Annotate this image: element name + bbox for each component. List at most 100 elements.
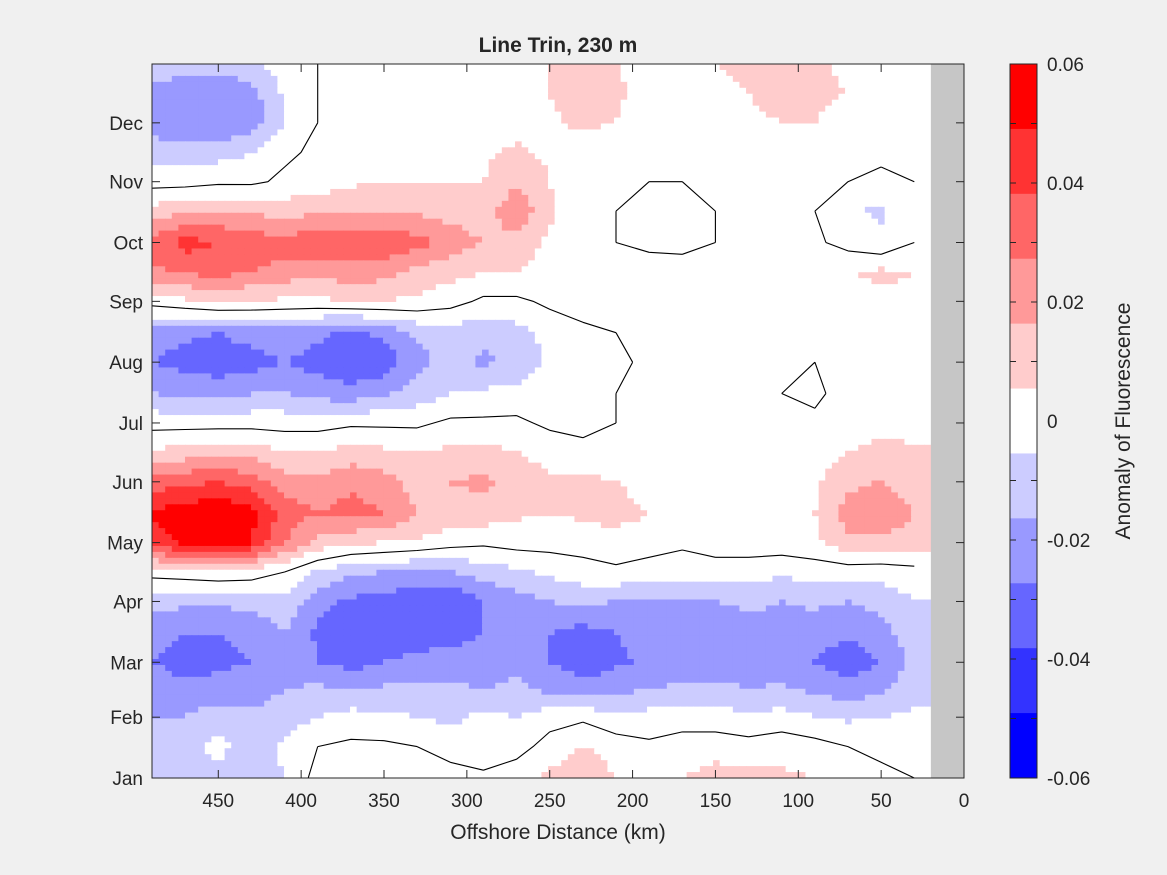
heatmap-cell [851, 165, 859, 172]
heatmap-cell [884, 141, 892, 148]
heatmap-cell [251, 69, 259, 77]
heatmap-cell [158, 183, 166, 190]
heatmap-cell [587, 188, 595, 196]
heatmap-cell [871, 87, 879, 95]
heatmap-cell [713, 87, 721, 95]
heatmap-cell [574, 266, 582, 273]
heatmap-cell [330, 200, 338, 208]
heatmap-cell [521, 99, 529, 107]
heatmap-cell [904, 212, 912, 220]
heatmap-cell [732, 105, 741, 113]
heatmap-cell [171, 278, 179, 285]
heatmap-cell [864, 111, 873, 119]
heatmap-cell [231, 141, 239, 148]
heatmap-cell [653, 117, 661, 125]
heatmap-cell [449, 272, 457, 279]
heatmap-cell [864, 141, 873, 148]
heatmap-cell [396, 135, 404, 142]
heatmap-cell [330, 129, 338, 136]
heatmap-cell [693, 278, 701, 285]
heatmap-cell [455, 141, 463, 148]
heatmap-cell [924, 141, 932, 148]
heatmap-cell [449, 111, 457, 119]
heatmap-cell [541, 177, 549, 184]
heatmap-cell [904, 230, 912, 238]
heatmap-cell [468, 224, 477, 232]
heatmap-cell [185, 248, 193, 255]
heatmap-cell [620, 171, 628, 178]
heatmap-cell [607, 129, 615, 136]
heatmap-cell [178, 194, 186, 202]
heatmap-cell [178, 165, 186, 172]
heatmap-cell [838, 188, 846, 196]
heatmap-cell [343, 206, 351, 214]
heatmap-cell [409, 69, 417, 77]
heatmap-cell [409, 171, 417, 178]
heatmap-cell [627, 230, 635, 238]
heatmap-cell [726, 212, 734, 220]
heatmap-cell [343, 224, 351, 232]
heatmap-cell [798, 117, 807, 125]
heatmap-cell [607, 194, 615, 202]
heatmap-cell [303, 194, 312, 202]
heatmap-cell [409, 87, 417, 95]
heatmap-cell [237, 153, 246, 160]
heatmap-cell [416, 302, 424, 309]
heatmap-cell [581, 290, 589, 297]
heatmap-cell [244, 284, 252, 291]
heatmap-cell [303, 224, 312, 232]
heatmap-cell [343, 307, 351, 315]
heatmap-cell [851, 64, 859, 71]
heatmap-cell [416, 183, 424, 190]
heatmap-cell [732, 254, 741, 261]
heatmap-cell [178, 141, 186, 148]
heatmap-cell [383, 177, 391, 184]
heatmap-cell [627, 147, 635, 154]
heatmap-cell [185, 75, 193, 83]
heatmap-cell [739, 135, 747, 142]
heatmap-cell [416, 105, 424, 113]
heatmap-cell [534, 64, 543, 71]
heatmap-cell [851, 212, 859, 220]
heatmap-cell [152, 194, 160, 202]
heatmap-cell [330, 69, 338, 77]
heatmap-cell [244, 159, 252, 166]
heatmap-cell [660, 290, 668, 297]
heatmap-cell [739, 266, 747, 273]
heatmap-cell [851, 147, 859, 154]
heatmap-cell [924, 171, 932, 178]
heatmap-cell [204, 111, 212, 119]
heatmap-cell [158, 313, 166, 321]
heatmap-cell [574, 284, 582, 291]
heatmap-cell [290, 230, 298, 238]
heatmap-cell [884, 111, 892, 119]
heatmap-cell [904, 81, 912, 89]
heatmap-cell [884, 194, 892, 202]
heatmap-cell [732, 165, 741, 172]
heatmap-cell [904, 105, 912, 113]
heatmap-cell [224, 200, 232, 208]
heatmap-cell [310, 212, 318, 220]
heatmap-cell [435, 248, 444, 255]
heatmap-cell [330, 123, 338, 131]
heatmap-cell [178, 260, 186, 267]
heatmap-cell [482, 153, 490, 160]
heatmap-cell [686, 284, 694, 291]
heatmap-cell [204, 290, 212, 297]
heatmap-cell [633, 206, 642, 214]
heatmap-cell [495, 188, 503, 196]
heatmap-cell [528, 272, 536, 279]
heatmap-cell [924, 296, 932, 303]
heatmap-cell [647, 230, 655, 238]
heatmap-cell [290, 254, 298, 261]
heatmap-cell [581, 171, 589, 178]
heatmap-cell [251, 81, 259, 89]
heatmap-cell [422, 302, 430, 309]
heatmap-cell [785, 123, 793, 131]
heatmap-cell [633, 165, 642, 172]
heatmap-cell [515, 266, 523, 273]
heatmap-cell [647, 284, 655, 291]
heatmap-cell [171, 224, 179, 232]
heatmap-cell [627, 272, 635, 279]
heatmap-cell [647, 278, 655, 285]
